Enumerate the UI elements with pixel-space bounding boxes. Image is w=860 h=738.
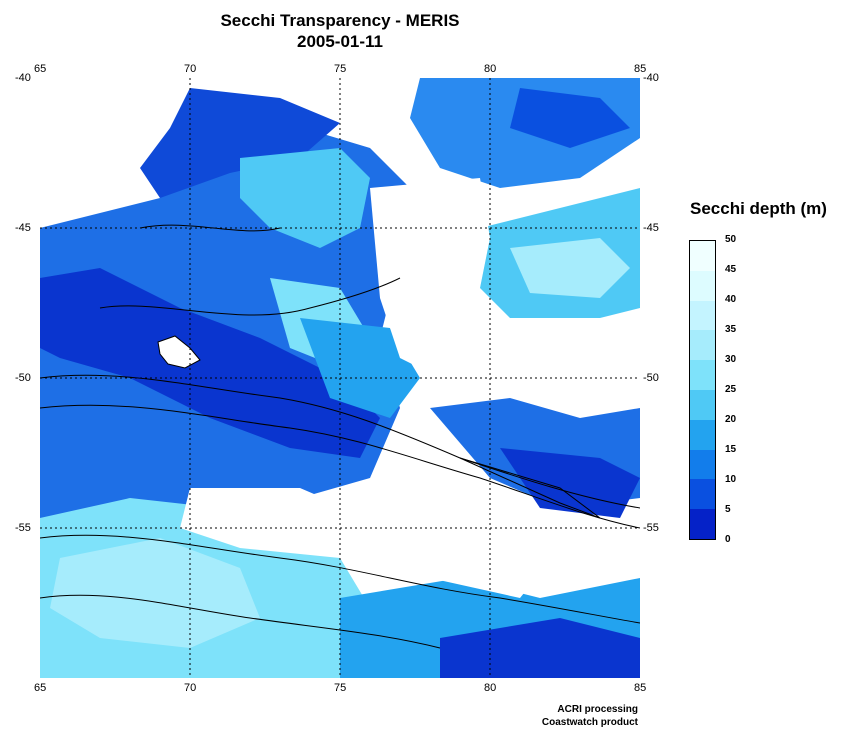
colorbar-segment	[690, 241, 715, 271]
colorbar-title: Secchi depth (m)	[690, 199, 827, 218]
colorbar-segment	[690, 270, 715, 301]
map-title: Secchi Transparency - MERIS	[220, 11, 460, 30]
secchi-data-field	[40, 78, 640, 678]
secchi-map-canvas	[40, 78, 640, 678]
colorbar-label-35: 35	[725, 324, 737, 335]
secchi-map	[40, 78, 640, 678]
colorbar-segment	[690, 330, 715, 361]
lat-tick-left--45: -45	[15, 222, 31, 234]
colorbar-label-45: 45	[725, 264, 737, 275]
credit-product: Coastwatch product	[541, 717, 638, 728]
colorbar	[689, 240, 716, 540]
lon-tick-bottom-70: 70	[184, 682, 197, 694]
colorbar-segment	[690, 479, 715, 510]
lat-tick-left--40: -40	[15, 72, 31, 84]
lon-tick-bottom-75: 75	[334, 682, 347, 694]
lon-tick-top-65: 65	[34, 63, 47, 75]
lon-tick-top-85: 85	[634, 63, 647, 75]
lon-tick-bottom-65: 65	[34, 682, 47, 694]
lon-tick-top-75: 75	[334, 63, 347, 75]
colorbar-label-40: 40	[725, 294, 737, 305]
lat-tick-left--55: -55	[15, 522, 31, 534]
colorbar-label-0: 0	[725, 534, 731, 545]
colorbar-segment	[690, 509, 715, 539]
colorbar-segment	[690, 300, 715, 331]
lon-tick-bottom-80: 80	[484, 682, 497, 694]
map-date: 2005-01-11	[296, 32, 384, 51]
colorbar-label-30: 30	[725, 354, 737, 365]
colorbar-label-20: 20	[725, 414, 737, 425]
lat-tick-left--50: -50	[15, 372, 31, 384]
colorbar-segment	[690, 449, 715, 480]
lon-tick-top-80: 80	[484, 63, 497, 75]
colorbar-label-25: 25	[725, 384, 737, 395]
lat-tick-right--45: -45	[643, 222, 659, 234]
lat-tick-right--50: -50	[643, 372, 659, 384]
lat-tick-right--40: -40	[643, 72, 659, 84]
lon-tick-top-70: 70	[184, 63, 197, 75]
colorbar-label-10: 10	[725, 474, 737, 485]
lon-tick-bottom-85: 85	[634, 682, 647, 694]
graticule	[40, 78, 640, 678]
lat-tick-right--55: -55	[643, 522, 659, 534]
colorbar-segment	[690, 419, 715, 450]
credit-processing: ACRI processing	[557, 704, 638, 715]
colorbar-label-5: 5	[725, 504, 731, 515]
colorbar-segment	[690, 360, 715, 390]
colorbar-label-15: 15	[725, 444, 737, 455]
colorbar-label-50: 50	[725, 234, 737, 245]
colorbar-segment	[690, 390, 715, 420]
